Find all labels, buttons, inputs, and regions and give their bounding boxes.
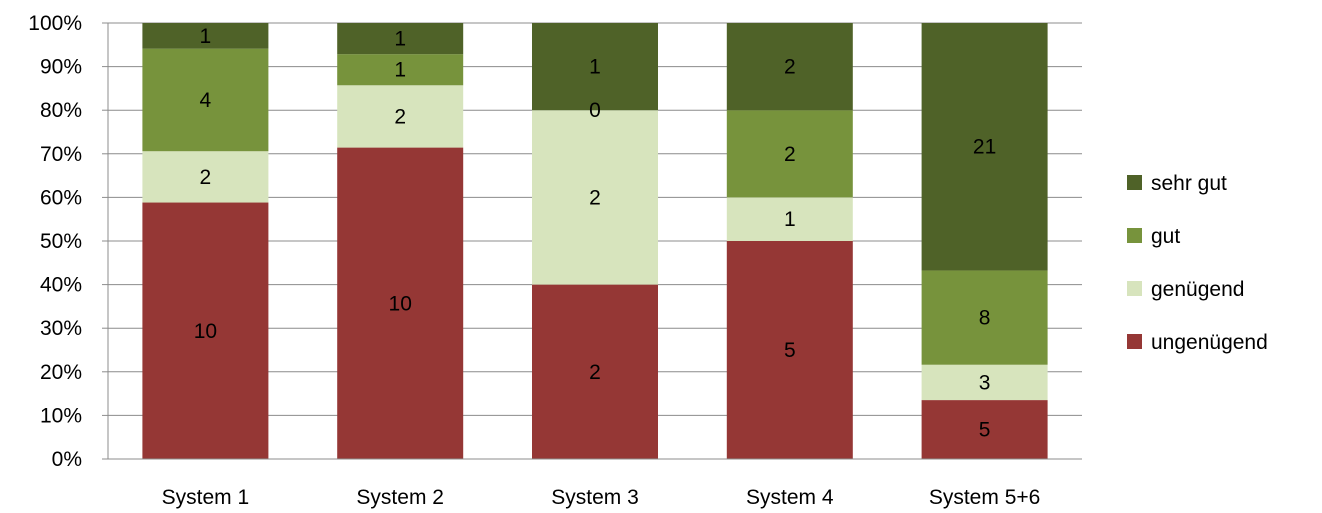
data-label: 3	[979, 371, 991, 394]
y-tick-label: 50%	[40, 230, 82, 253]
y-tick-label: 90%	[40, 56, 82, 79]
data-label: 2	[200, 166, 212, 189]
data-label: 8	[979, 307, 991, 330]
y-tick-label: 0%	[52, 448, 82, 471]
bar-segment-genuegend	[142, 151, 269, 203]
y-tick-label: 100%	[28, 12, 82, 35]
bar-segment-genuegend	[532, 110, 658, 285]
y-tick-label: 30%	[40, 317, 82, 340]
y-tick-label: 40%	[40, 274, 82, 297]
legend-swatch-ungenuegend	[1127, 334, 1142, 349]
data-label: 0	[589, 99, 601, 122]
axes: 0% 10% 20% 30% 40% 50% 60% 70% 80% 90% 100% System …	[28, 12, 1082, 509]
bar-segment-genuegend	[921, 364, 1048, 401]
data-label: 2	[784, 56, 796, 79]
data-label: 10	[389, 292, 412, 315]
legend-label: genügend	[1151, 278, 1244, 301]
data-label: 1	[200, 25, 212, 48]
data-label: 10	[194, 320, 217, 343]
y-tick-label: 20%	[40, 361, 82, 384]
bar-segment-ungenuegend	[337, 147, 464, 460]
bar-segment-genuegend	[726, 197, 853, 241]
data-label: 1	[784, 208, 796, 231]
bar-segment-sehr-gut	[142, 23, 269, 49]
legend-label: gut	[1151, 225, 1180, 248]
legend-swatch-gut	[1127, 228, 1142, 243]
bar-segment-gut	[337, 54, 464, 86]
x-tick-label: System 1	[162, 486, 250, 509]
y-tick-label: 60%	[40, 186, 82, 209]
legend-swatch-genuegend	[1127, 281, 1142, 296]
bar-segment-ungenuegend	[921, 400, 1048, 459]
bar-segment-sehr-gut	[532, 23, 658, 111]
legend-label: sehr gut	[1151, 172, 1227, 195]
x-tick-label: System 4	[746, 486, 834, 509]
bar-segment-ungenuegend	[532, 284, 658, 459]
bars	[142, 23, 1048, 460]
bar-segment-sehr-gut	[337, 23, 464, 55]
data-label: 2	[589, 186, 601, 209]
bar-segment-gut	[142, 48, 269, 152]
legend: sehr gut gut genügend ungenügend	[1127, 172, 1268, 354]
bar-segment-ungenuegend	[726, 241, 853, 459]
data-label: 1	[394, 59, 406, 82]
y-tick-label: 10%	[40, 404, 82, 427]
data-label: 5	[784, 339, 796, 362]
x-tick-label: System 5+6	[929, 486, 1040, 509]
y-tick-label: 70%	[40, 143, 82, 166]
bar-segment-ungenuegend	[142, 202, 269, 459]
legend-swatch-sehr-gut	[1127, 175, 1142, 190]
bar-segment-sehr-gut	[726, 23, 853, 111]
data-label: 2	[589, 361, 601, 384]
bar-segment-gut	[726, 110, 853, 198]
data-label: 21	[973, 136, 996, 159]
legend-label: ungenügend	[1151, 331, 1268, 354]
bar-segment-sehr-gut	[921, 23, 1048, 271]
y-tick-label: 80%	[40, 99, 82, 122]
bar-segment-genuegend	[337, 85, 464, 148]
data-label: 2	[394, 105, 406, 128]
data-label: 4	[200, 89, 212, 112]
bar-segment-gut	[921, 270, 1048, 365]
data-label: 2	[784, 143, 796, 166]
x-tick-label: System 2	[356, 486, 444, 509]
x-tick-label: System 3	[551, 486, 639, 509]
data-label: 1	[589, 56, 601, 79]
data-label: 1	[394, 28, 406, 51]
data-label: 5	[979, 419, 991, 442]
